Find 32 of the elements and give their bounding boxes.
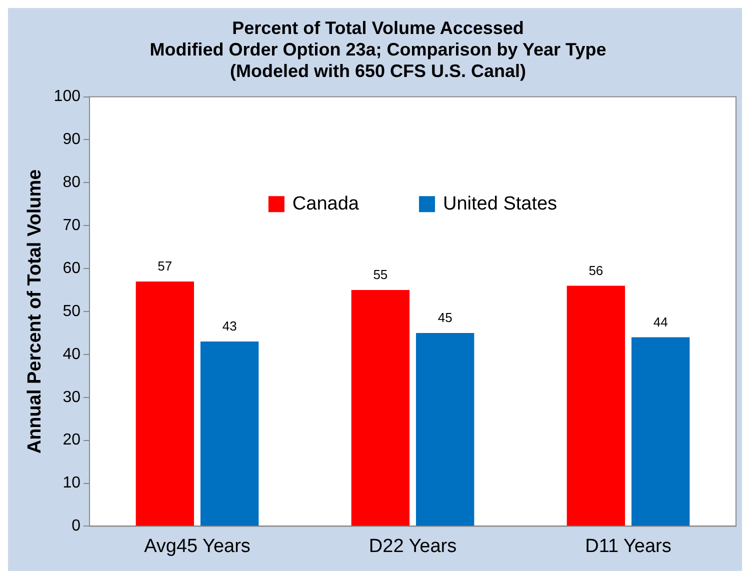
y-tick-label: 0 xyxy=(72,518,81,535)
y-tick-label: 50 xyxy=(62,302,81,320)
bar xyxy=(566,286,626,526)
data-label: 45 xyxy=(438,310,452,326)
x-tick-label: D11 Years xyxy=(585,536,672,557)
data-label: 57 xyxy=(158,258,172,274)
data-label: 44 xyxy=(653,314,668,330)
text: Percent of Total Volume Accessed xyxy=(232,18,524,38)
y-tick-label: 30 xyxy=(62,388,81,406)
text: Modified Order Option 23a; Comparison by Year Type xyxy=(150,39,606,60)
legend-label: United States xyxy=(442,193,558,214)
y-tick-label: 20 xyxy=(62,432,81,449)
legend-label: Canada xyxy=(292,193,360,214)
bar xyxy=(351,290,410,526)
y-tick-label: 60 xyxy=(62,260,81,277)
x-tick-label: D22 Years xyxy=(368,536,457,557)
bar xyxy=(631,337,690,526)
bar xyxy=(136,281,194,526)
y-tick-label: 40 xyxy=(62,346,81,363)
y-tick-label: 70 xyxy=(62,217,81,234)
y-tick-label: 90 xyxy=(62,131,81,148)
bar xyxy=(416,332,474,526)
data-label: 55 xyxy=(373,267,388,282)
y-tick-label: 80 xyxy=(62,174,81,192)
y-tick-label: 10 xyxy=(62,474,81,492)
bar xyxy=(200,342,259,526)
data-label: 56 xyxy=(588,262,604,278)
x-tick-label: Avg45 Years xyxy=(144,536,250,557)
y-tick-label: 100 xyxy=(54,88,81,106)
y-axis-title: Annual Percent of Total Volume xyxy=(24,169,46,454)
data-label: 43 xyxy=(222,318,237,334)
text: (Modeled with 650 CFS U.S. Canal) xyxy=(230,60,526,81)
